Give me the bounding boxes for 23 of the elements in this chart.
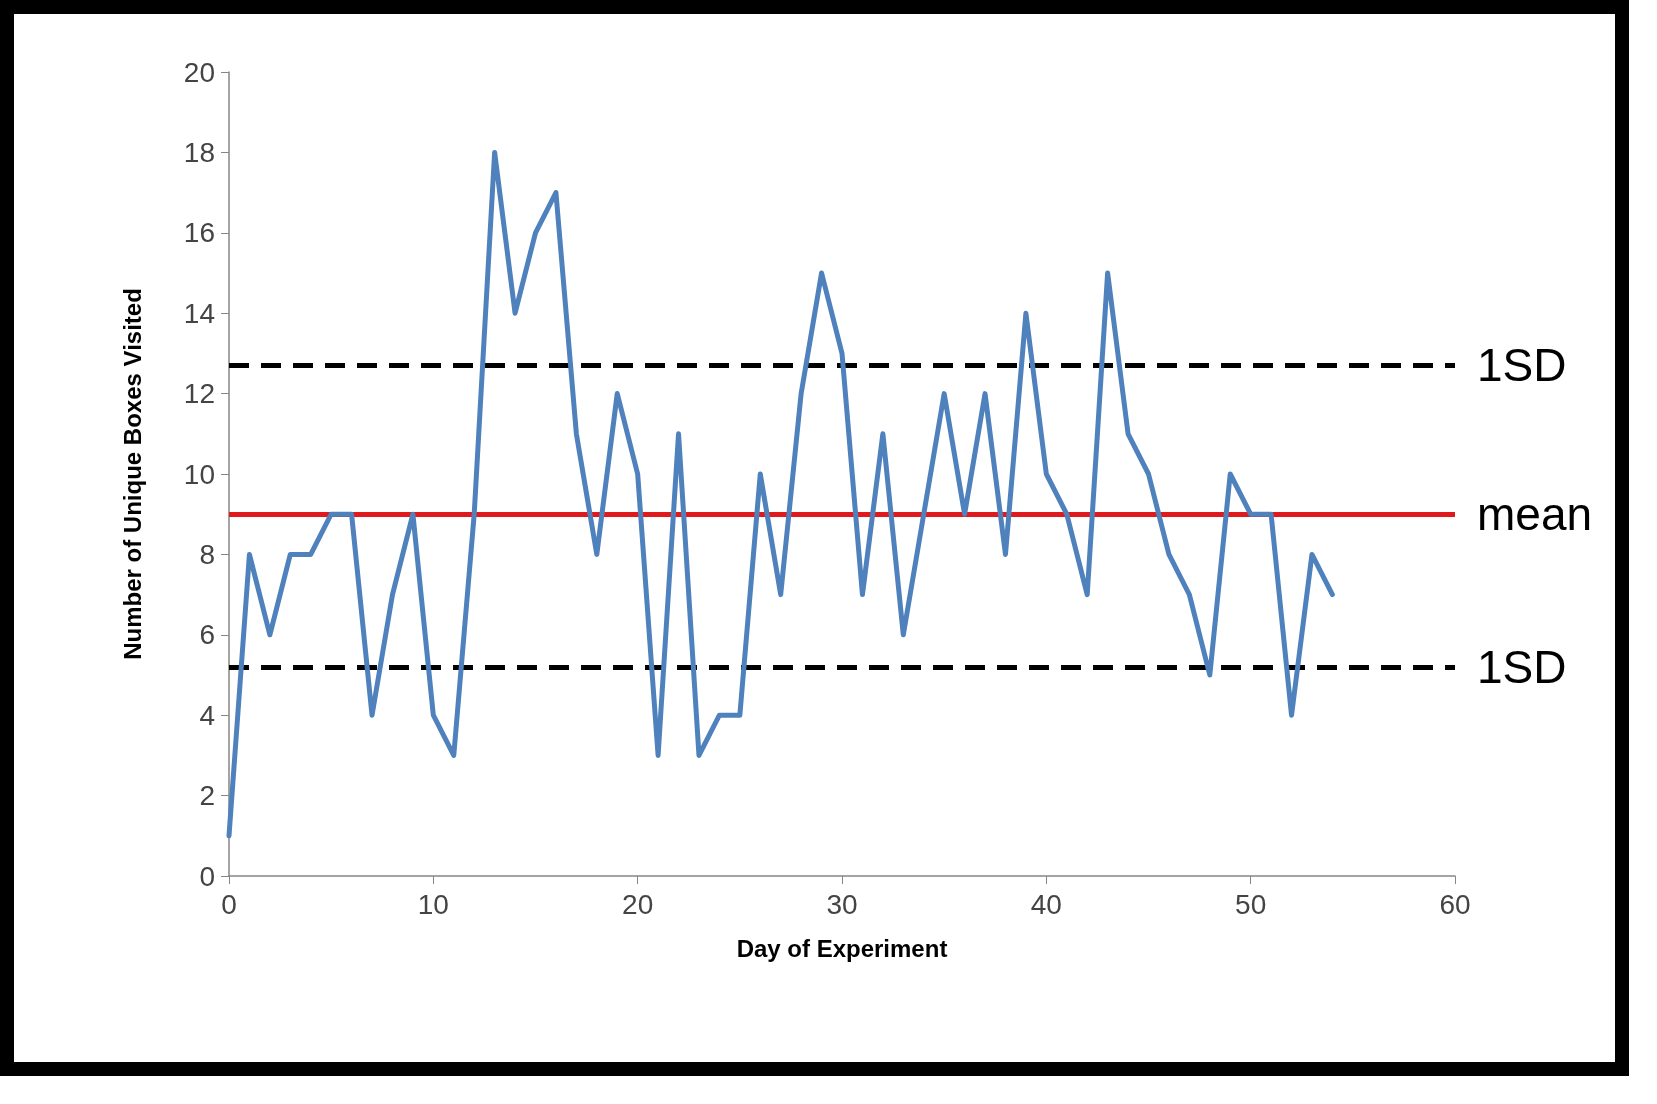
y-tick-label: 2: [199, 780, 215, 812]
x-tick-label: 30: [826, 888, 858, 920]
y-tick-label: 0: [199, 860, 215, 892]
y-tick-label: 6: [199, 619, 215, 651]
y-tick-label: 16: [183, 217, 215, 249]
x-tick-label: 50: [1235, 888, 1267, 920]
y-tick-label: 10: [183, 458, 215, 490]
y-tick-label: 12: [183, 378, 215, 410]
y-tick-label: 20: [183, 56, 215, 88]
y-tick-label: 18: [183, 136, 215, 168]
x-tick-label: 10: [417, 888, 449, 920]
ref-line-label: 1SD: [1477, 339, 1567, 392]
x-axis-title: Day of Experiment: [736, 934, 948, 962]
x-tick-label: 20: [622, 888, 654, 920]
x-tick-label: 0: [221, 888, 237, 920]
x-tick-label: 60: [1439, 888, 1471, 920]
y-tick-label: 4: [199, 699, 215, 731]
y-tick-label: 8: [199, 538, 215, 570]
y-tick-label: 14: [183, 297, 215, 329]
y-axis-title: Number of Unique Boxes Visited: [118, 288, 146, 660]
ref-line-label: mean: [1477, 488, 1593, 541]
x-tick-label: 40: [1030, 888, 1062, 920]
ref-line-label: 1SD: [1477, 640, 1567, 693]
